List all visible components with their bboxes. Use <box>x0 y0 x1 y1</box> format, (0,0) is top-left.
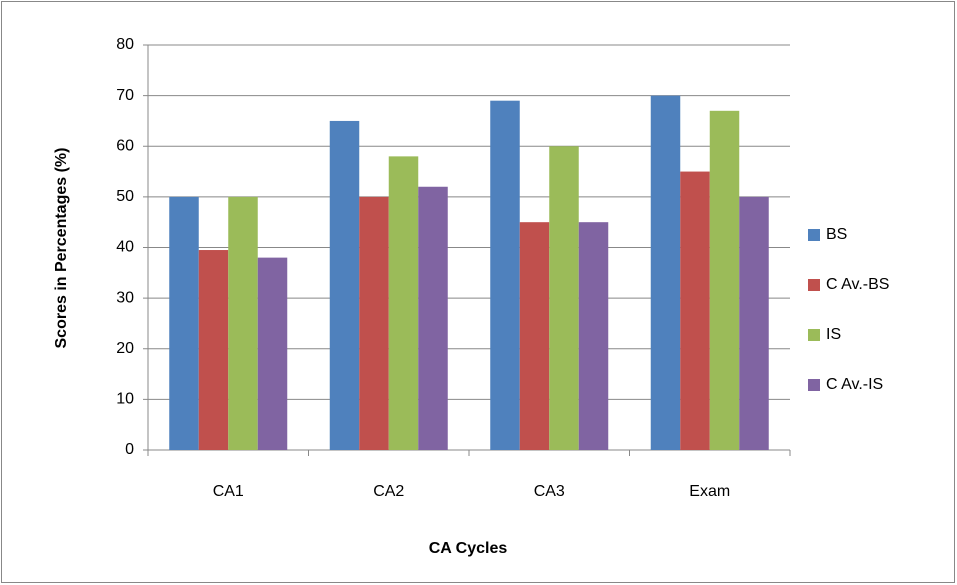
bar <box>519 222 550 450</box>
y-tick-label: 30 <box>116 289 134 306</box>
y-tick-label: 0 <box>125 441 134 458</box>
y-tick-label: 50 <box>116 188 134 205</box>
y-axis-title: Scores in Percentages (%) <box>53 148 70 349</box>
legend-swatch <box>808 279 820 291</box>
bar <box>680 171 710 450</box>
legend-swatch <box>808 229 820 241</box>
bar <box>169 196 199 450</box>
bar <box>418 186 448 450</box>
bar <box>359 196 389 450</box>
bar <box>650 95 681 450</box>
y-tick-label: 60 <box>116 137 134 154</box>
bar <box>578 222 609 450</box>
legend-label: BS <box>826 226 847 243</box>
y-tick-label: 40 <box>116 239 134 256</box>
x-tick-label: CA3 <box>534 483 565 500</box>
bar <box>388 156 419 450</box>
bar <box>257 257 288 450</box>
y-tick-label: 80 <box>116 36 134 53</box>
x-tick-label: CA2 <box>373 483 404 500</box>
bar <box>198 250 229 450</box>
legend-swatch <box>808 379 820 391</box>
y-tick-label: 10 <box>116 391 134 408</box>
bar <box>490 100 520 450</box>
bar <box>228 196 258 450</box>
bar <box>549 146 579 450</box>
legend-label: C Av.-IS <box>826 376 883 393</box>
legend-swatch <box>808 329 820 341</box>
y-tick-label: 20 <box>116 340 134 357</box>
bar <box>739 196 769 450</box>
bar <box>709 110 740 450</box>
x-tick-label: CA1 <box>213 483 244 500</box>
x-axis-title: CA Cycles <box>429 540 508 557</box>
y-tick-label: 70 <box>116 87 134 104</box>
legend-label: C Av.-BS <box>826 276 889 293</box>
legend-label: IS <box>826 326 841 343</box>
bar <box>329 120 360 450</box>
x-tick-label: Exam <box>689 483 730 500</box>
